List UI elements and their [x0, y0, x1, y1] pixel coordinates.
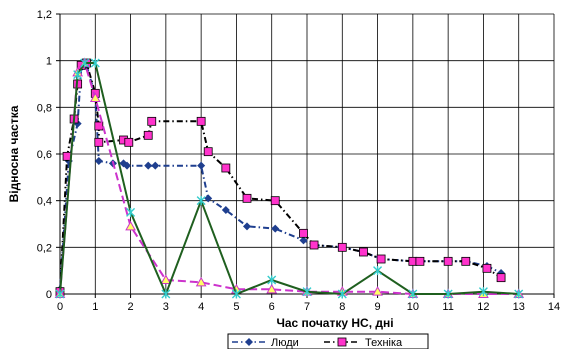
- data-point: [204, 194, 213, 203]
- x-tick-label: 10: [407, 301, 419, 313]
- data-point: [443, 289, 453, 299]
- y-tick-label: 1: [46, 56, 52, 68]
- data-point: [461, 256, 471, 266]
- data-point: [161, 289, 171, 299]
- data-point: [94, 157, 103, 165]
- y-tick-label: 0,8: [37, 102, 52, 114]
- data-point: [80, 58, 90, 68]
- data-point: [151, 161, 160, 170]
- data-point: [243, 222, 252, 231]
- data-point: [337, 289, 347, 299]
- data-point: [196, 196, 206, 206]
- data-point: [299, 228, 308, 238]
- legend-label-technics: Техніка: [365, 337, 403, 349]
- data-point: [267, 275, 277, 285]
- data-point: [203, 147, 213, 157]
- data-point: [359, 247, 368, 257]
- y-tick-label: 0,6: [37, 149, 52, 161]
- data-point: [376, 254, 386, 264]
- data-point: [123, 161, 132, 170]
- data-point: [478, 287, 488, 297]
- x-tick-label: 5: [233, 301, 239, 313]
- x-tick-label: 13: [513, 301, 525, 313]
- x-tick-label: 6: [269, 301, 275, 313]
- data-point: [196, 116, 206, 126]
- series-line-3: [59, 62, 519, 297]
- y-tick-label: 0,4: [37, 196, 52, 208]
- data-point: [270, 196, 280, 206]
- x-tick-label: 7: [304, 301, 310, 313]
- y-axis-label: Відносна частка: [7, 105, 21, 202]
- data-point: [94, 121, 104, 131]
- data-point: [271, 224, 280, 233]
- data-point: [408, 289, 418, 299]
- data-point: [89, 92, 101, 102]
- x-tick-label: 1: [92, 301, 98, 313]
- data-point: [147, 116, 157, 126]
- legend-marker-people: [245, 338, 253, 346]
- data-point: [309, 240, 319, 250]
- legend: Люди Техніка: [227, 333, 429, 349]
- data-point: [55, 289, 65, 299]
- data-point: [73, 70, 83, 80]
- grid-lines: [60, 13, 555, 294]
- x-tick-label: 8: [339, 301, 345, 313]
- data-point: [197, 161, 206, 170]
- series-layer: [54, 57, 525, 299]
- data-point: [373, 266, 383, 276]
- data-point: [221, 206, 230, 214]
- data-point: [94, 137, 104, 147]
- data-point: [90, 58, 100, 68]
- data-point: [266, 283, 278, 294]
- data-point: [496, 273, 506, 283]
- x-axis-label: Час початку НС, дні: [276, 316, 393, 330]
- x-tick-label: 0: [57, 301, 63, 313]
- x-tick-label: 9: [375, 301, 381, 313]
- data-point: [514, 289, 524, 299]
- data-point: [302, 287, 312, 297]
- data-point: [372, 286, 383, 296]
- data-point: [242, 193, 252, 203]
- data-point: [143, 130, 153, 140]
- y-tick-label: 0: [46, 289, 52, 301]
- data-point: [124, 137, 134, 147]
- data-point: [415, 256, 425, 266]
- y-tick-label: 1,2: [37, 9, 52, 21]
- data-point: [144, 161, 153, 170]
- data-point: [482, 263, 492, 273]
- data-point: [125, 220, 136, 231]
- y-tick-label: 0,2: [37, 242, 52, 254]
- x-tick-label: 2: [128, 301, 134, 313]
- data-point: [337, 242, 347, 252]
- x-tick-label: 12: [477, 301, 489, 313]
- data-point: [195, 276, 207, 287]
- series-3: [55, 58, 524, 299]
- legend-label-people: Люди: [271, 337, 299, 349]
- data-point: [221, 163, 231, 173]
- data-point: [443, 256, 453, 266]
- legend-marker-technics: [337, 337, 347, 347]
- data-point: [126, 207, 136, 217]
- x-tick-label: 14: [548, 301, 560, 313]
- data-point: [299, 236, 308, 245]
- x-tick-label: 4: [198, 301, 204, 313]
- data-point: [231, 289, 241, 299]
- data-point: [160, 274, 172, 284]
- x-tick-label: 3: [163, 301, 169, 313]
- x-tick-label: 11: [442, 301, 453, 313]
